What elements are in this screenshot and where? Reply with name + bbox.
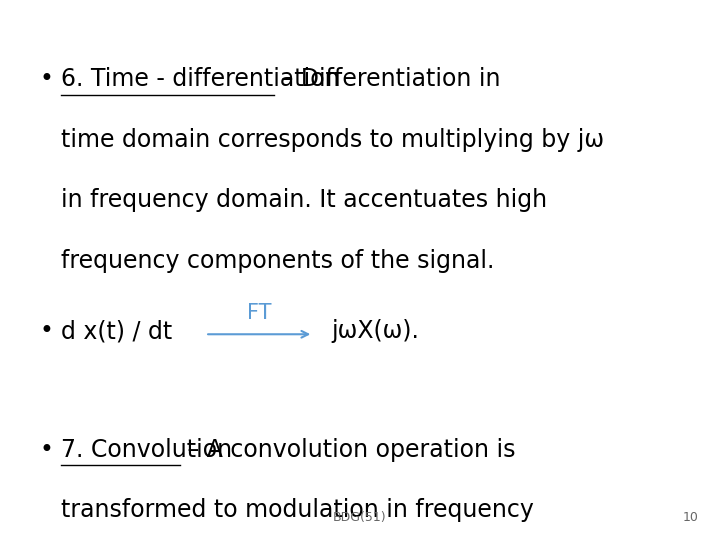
Text: 6. Time - differentiation: 6. Time - differentiation: [61, 68, 340, 91]
Text: – Differentiation in: – Differentiation in: [274, 68, 500, 91]
Text: 7. Convolution: 7. Convolution: [61, 438, 233, 462]
Text: frequency components of the signal.: frequency components of the signal.: [61, 249, 495, 273]
Text: 10: 10: [683, 511, 698, 524]
Text: transformed to modulation in frequency: transformed to modulation in frequency: [61, 498, 534, 522]
Text: FT: FT: [247, 303, 271, 323]
Text: •: •: [40, 438, 53, 462]
Text: – A convolution operation is: – A convolution operation is: [180, 438, 516, 462]
Text: in frequency domain. It accentuates high: in frequency domain. It accentuates high: [61, 188, 547, 212]
Text: d x(t) / dt: d x(t) / dt: [61, 319, 173, 343]
Text: jωX(ω).: jωX(ω).: [331, 319, 419, 343]
Text: •: •: [40, 319, 53, 343]
Text: BDG(51): BDG(51): [333, 511, 387, 524]
Text: time domain corresponds to multiplying by jω: time domain corresponds to multiplying b…: [61, 128, 604, 152]
Text: •: •: [40, 68, 53, 91]
